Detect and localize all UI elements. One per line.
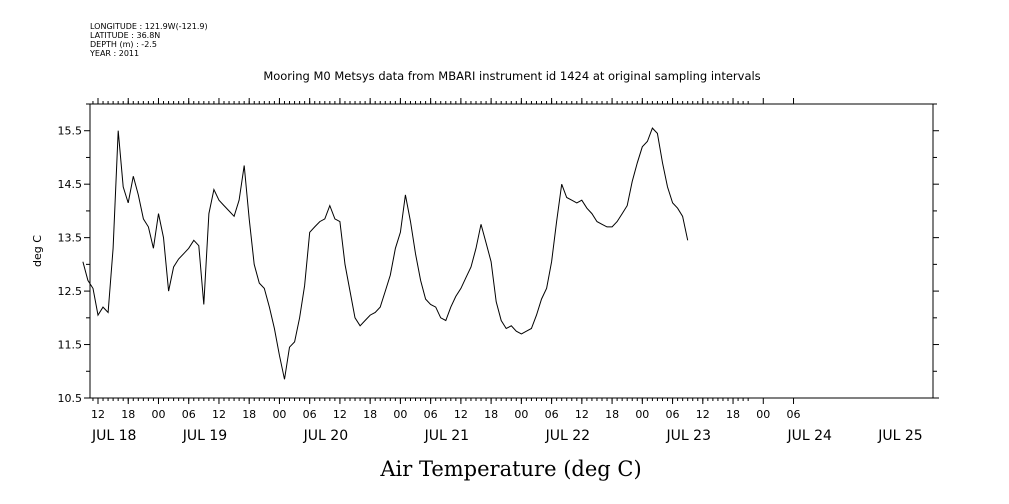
x-hour-label: 00: [514, 408, 528, 421]
x-hour-label: 00: [272, 408, 286, 421]
x-hour-label: 18: [121, 408, 135, 421]
x-hour-label: 00: [635, 408, 649, 421]
y-axis: 10.5 11.5 12.5 13.5 14.5 15.5: [58, 103, 939, 405]
meta-longitude: LONGITUDE : 121.9W(-121.9): [90, 22, 208, 31]
y-tick-label: 10.5: [58, 392, 83, 405]
y-tick-label: 11.5: [58, 339, 83, 352]
x-hour-label: 18: [726, 408, 740, 421]
x-hour-label: 18: [242, 408, 256, 421]
x-minor-ticks: [92, 101, 749, 401]
x-day-label: JUL 20: [303, 428, 348, 444]
x-hour-label: 12: [212, 408, 226, 421]
x-day-label: JUL 24: [787, 428, 833, 444]
series-line-air-temperature: [82, 127, 689, 380]
x-hour-label: 06: [666, 408, 680, 421]
x-hour-label: 06: [787, 408, 801, 421]
x-hour-label: 00: [756, 408, 770, 421]
x-hour-label: 12: [454, 408, 468, 421]
x-day-label: JUL 19: [182, 428, 227, 444]
x-hour-label: 18: [363, 408, 377, 421]
y-tick-label: 15.5: [58, 125, 83, 138]
x-axis-label: Air Temperature (deg C): [379, 457, 641, 481]
x-day-label: JUL 21: [424, 428, 469, 444]
x-hour-label: 00: [393, 408, 407, 421]
x-hour-label: 12: [696, 408, 710, 421]
x-hour-label: 12: [333, 408, 347, 421]
meta-latitude: LATITUDE : 36.8N: [90, 31, 161, 40]
x-hour-label: 00: [151, 408, 165, 421]
y-tick-label: 14.5: [58, 178, 83, 191]
chart-title: Mooring M0 Metsys data from MBARI instru…: [263, 69, 760, 83]
x-hour-label: 12: [91, 408, 105, 421]
x-hour-label: 12: [575, 408, 589, 421]
y-tick-label: 13.5: [58, 232, 83, 245]
x-hour-label: 18: [605, 408, 619, 421]
x-hour-label: 06: [545, 408, 559, 421]
x-day-label: JUL 23: [666, 428, 711, 444]
x-hour-label: 18: [484, 408, 498, 421]
x-hour-label: 06: [303, 408, 317, 421]
meta-depth: DEPTH (m) : -2.5: [90, 40, 157, 49]
x-axis: 12 18 00 06 12 18 00 06 12 18 00 06 12 18 00 06 12 18 00 06…: [91, 98, 923, 444]
x-day-label: JUL 18: [91, 428, 136, 444]
y-tick-label: 12.5: [58, 285, 83, 298]
minor-ticks: [92, 101, 749, 401]
x-hour-label: 06: [182, 408, 196, 421]
x-day-label: JUL 22: [545, 428, 590, 444]
meta-year: YEAR : 2011: [90, 49, 140, 58]
y-axis-label: deg C: [31, 235, 44, 267]
x-day-label: JUL 25: [877, 428, 922, 444]
x-hour-label: 06: [424, 408, 438, 421]
plot-frame: [89, 103, 934, 399]
